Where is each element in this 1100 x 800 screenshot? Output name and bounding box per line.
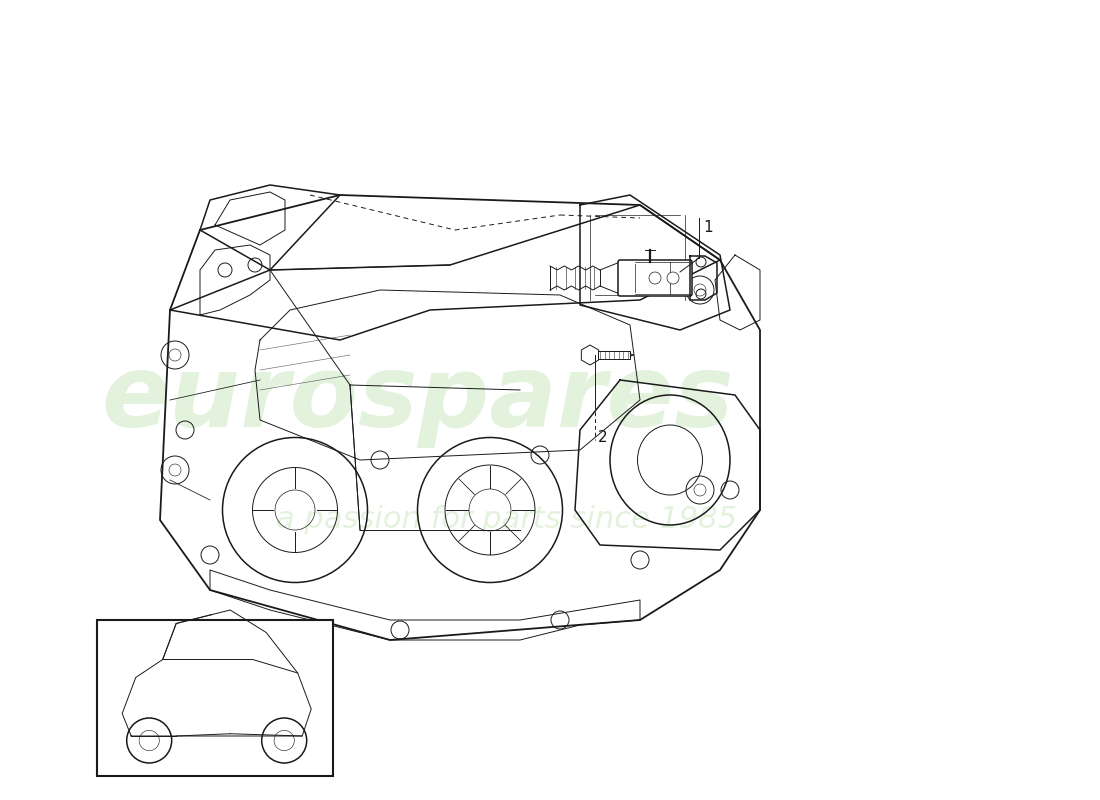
Text: 2: 2 [598, 430, 607, 445]
Circle shape [649, 272, 661, 284]
Text: 1: 1 [703, 220, 713, 235]
Polygon shape [581, 345, 598, 365]
FancyArrowPatch shape [630, 354, 634, 356]
Text: a passion for parts since 1985: a passion for parts since 1985 [275, 506, 737, 534]
Bar [598, 351, 630, 359]
Bar [97, 620, 333, 776]
Text: eurospares: eurospares [101, 351, 735, 449]
FancyBboxPatch shape [618, 260, 692, 296]
Circle shape [667, 272, 679, 284]
